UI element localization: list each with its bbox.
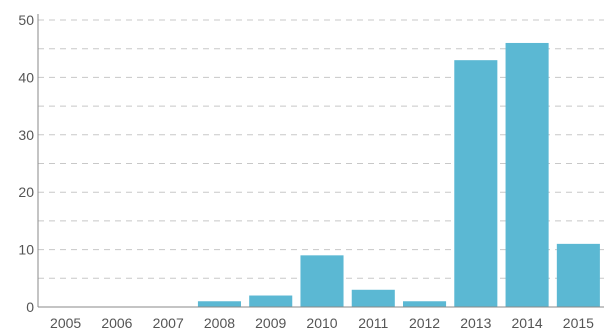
y-tick-label: 30 [18,127,34,143]
x-tick-label: 2011 [358,315,388,331]
x-tick-label: 2005 [50,315,81,331]
bar-2014 [505,42,549,308]
x-tick-label: 2009 [255,315,286,331]
x-tick-labels: 2005 2006 2007 2008 2009 2010 2011 2012 2013 2014… [50,315,594,331]
bar-layer [197,42,600,308]
bar-2015 [556,243,600,307]
x-tick-label: 2014 [512,315,543,331]
y-tick-label: 10 [18,242,34,258]
y-tick-label: 40 [18,69,34,85]
x-tick-label: 2008 [204,315,235,331]
x-tick-label: 2012 [409,315,440,331]
x-tick-label: 2007 [153,315,184,331]
y-tick-label: 20 [18,184,34,200]
bar-2009 [249,295,293,307]
bar-2013 [454,60,498,308]
bar-2011 [351,289,395,307]
y-tick-labels: 0 10 20 30 40 50 [18,12,34,315]
x-tick-label: 2013 [460,315,491,331]
bar-2010 [300,255,344,307]
x-tick-label: 2010 [306,315,337,331]
axis-layer [37,14,604,308]
y-tick-label: 0 [26,299,34,315]
x-tick-label: 2015 [563,315,594,331]
x-tick-label: 2006 [101,315,132,331]
y-tick-label: 50 [18,12,34,28]
bar-2012 [403,301,447,307]
bar-2008 [197,301,241,307]
